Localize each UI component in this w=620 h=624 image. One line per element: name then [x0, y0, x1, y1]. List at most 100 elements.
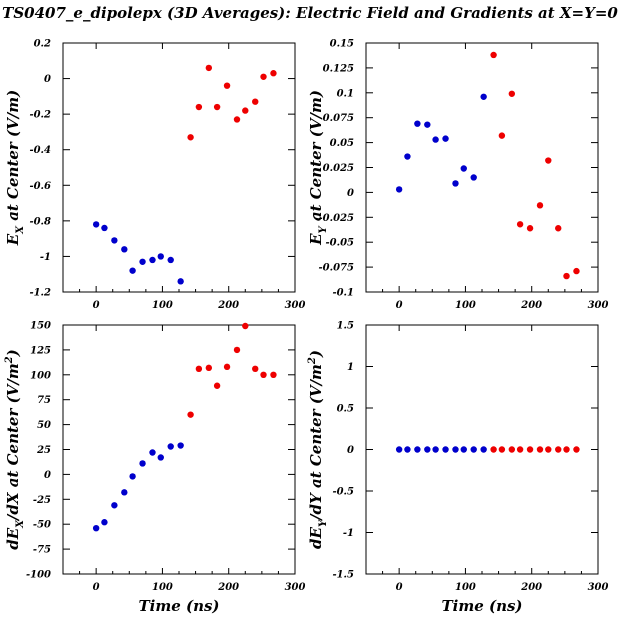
y-axis-label: EY at Center (V/m) [307, 90, 329, 246]
panel-1: 0 100 200 300 0.2 0 -0.2 -0.4 -0.6 -0.8 -1 -1.2 EX a… [4, 39, 305, 312]
data-point [101, 224, 108, 232]
data-point [92, 221, 100, 228]
data-point [157, 454, 164, 461]
data-point [213, 103, 221, 111]
x-tick-label: 100 [455, 582, 476, 593]
data-point [536, 446, 544, 453]
x-tick-label: 300 [588, 300, 609, 311]
data-point [233, 346, 241, 354]
y-tick-label: -75 [33, 545, 51, 556]
data-point [526, 446, 534, 453]
data-point [460, 446, 467, 453]
data-point [177, 278, 184, 285]
data-point [395, 446, 403, 453]
x-axis-label: Time (ns) [441, 597, 522, 615]
data-point [149, 256, 156, 264]
data-point [470, 174, 477, 181]
y-tick-label: 0.05 [330, 138, 354, 149]
data-point [563, 446, 570, 453]
data-point [555, 225, 562, 232]
data-point [452, 180, 459, 187]
data-point [460, 165, 467, 172]
data-point [490, 446, 497, 453]
data-point [223, 363, 231, 371]
y-tick-label: 0.1 [337, 88, 354, 99]
data-point [452, 446, 459, 453]
y-tick-label: -0.025 [319, 213, 355, 224]
x-tick-label: 200 [217, 582, 239, 593]
y-tick-label: 25 [36, 445, 51, 456]
y-tick-label: -0.8 [29, 216, 51, 227]
data-point [242, 107, 249, 114]
x-tick-label: 0 [396, 300, 403, 311]
y-tick-label: -1 [343, 528, 354, 539]
data-point [205, 64, 213, 72]
y-tick-label: 150 [30, 321, 51, 332]
data-point [442, 446, 449, 453]
data-point [270, 70, 277, 77]
y-tick-label: -100 [26, 570, 51, 581]
x-tick-label: 300 [285, 582, 306, 593]
panel-3: 0 100 200 300 150 125 100 75 50 25 0 -25 -50 -75 -100 d… [4, 321, 305, 616]
data-point [157, 253, 164, 260]
data-point [414, 120, 421, 127]
data-point [195, 365, 203, 373]
data-point [252, 98, 259, 105]
data-point [260, 371, 267, 378]
data-point [545, 446, 552, 453]
data-point [573, 267, 580, 275]
y-tick-label: -0.4 [29, 145, 51, 156]
data-point [129, 473, 136, 480]
data-point [432, 136, 439, 143]
y-tick-label: -50 [33, 520, 51, 531]
x-tick-label: 200 [217, 300, 239, 311]
data-point [260, 73, 267, 80]
data-point [573, 446, 580, 453]
y-axis-label: dEX/dX at Center (V/m2) [4, 349, 26, 550]
y-tick-label: 50 [37, 420, 51, 431]
data-point [545, 157, 552, 164]
data-point [223, 82, 231, 89]
y-axis-label: dEY/dY at Center (V/m2) [307, 350, 329, 549]
data-point [129, 267, 136, 274]
y-tick-label: -25 [33, 495, 51, 506]
x-tick-label: 300 [588, 582, 609, 593]
y-tick-label: -0.1 [332, 288, 354, 299]
data-point [498, 446, 506, 453]
y-tick-label: 0.125 [323, 63, 354, 74]
y-tick-label: 0 [44, 470, 51, 481]
y-tick-label: -0.05 [325, 238, 354, 249]
data-point [404, 446, 411, 453]
data-point [213, 382, 221, 389]
data-point [167, 443, 174, 450]
y-tick-label: -0.075 [319, 263, 355, 274]
data-point [111, 502, 118, 509]
y-tick-label: -1.2 [29, 288, 51, 299]
data-point [139, 258, 146, 265]
y-tick-label: 0.2 [34, 39, 51, 50]
data-point [149, 449, 156, 456]
data-point [187, 134, 194, 141]
data-point [270, 371, 277, 378]
x-tick-label: 0 [93, 582, 100, 593]
y-tick-label: 0.075 [323, 113, 354, 124]
data-point [432, 446, 439, 453]
data-point [195, 103, 203, 111]
data-point [526, 225, 534, 232]
data-point [187, 411, 194, 418]
data-point [177, 442, 184, 449]
x-tick-label: 100 [455, 300, 476, 311]
data-point [139, 460, 146, 467]
y-tick-label: 1 [347, 362, 354, 373]
y-tick-label: 0 [44, 74, 51, 85]
x-tick-label: 0 [93, 300, 100, 311]
data-point [121, 246, 128, 253]
y-tick-label: 0.15 [330, 39, 354, 50]
y-tick-label: 0.025 [323, 163, 354, 174]
data-point [563, 272, 570, 280]
panel-2: 0 100 200 300 0.15 0.125 0.1 0.075 0.05 0.025 0 -0.… [307, 39, 608, 312]
data-point [233, 116, 241, 123]
y-tick-label: -1.5 [332, 570, 354, 581]
data-point [516, 221, 524, 228]
